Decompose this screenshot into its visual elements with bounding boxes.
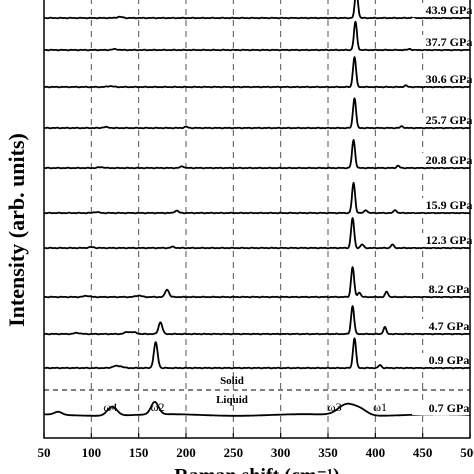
x-axis-label: Raman shift (cm⁻¹) — [174, 465, 339, 474]
spectrum-line — [43, 0, 471, 20]
series-label-bg — [412, 401, 470, 415]
mode-labels: ω4 ω2 ω3 ω1 — [103, 400, 387, 414]
y-axis-label: Intensity (arb. units) — [4, 133, 29, 327]
spectrum-line — [43, 139, 471, 170]
spectra-series — [43, 0, 471, 417]
spectrum-line — [43, 20, 471, 52]
spectrum-line — [43, 305, 471, 336]
spectrum-line — [43, 97, 471, 130]
series-label-bg — [412, 198, 470, 212]
series-label-bg — [412, 35, 470, 49]
series-label-bg — [412, 3, 470, 17]
series-label-bg — [412, 72, 470, 86]
x-axis-ticks: 50 100 150 200 250 300 350 400 450 500 — [38, 433, 474, 460]
series-label-bg — [412, 282, 470, 296]
series-labels: 0.7 GPa 0.9 GPa 4.7 GPa 8.2 GPa 12.3 GPa 15.9… — [412, 3, 472, 415]
mode-label: ω2 — [151, 400, 165, 414]
mode-label: ω3 — [328, 400, 342, 414]
series-label: 37.7 GPa — [426, 35, 473, 49]
liquid-phase-label: Liquid — [216, 394, 248, 406]
spectrum-line — [43, 217, 471, 250]
series-label: 43.9 GPa — [426, 3, 473, 17]
spectrum-line — [43, 181, 471, 215]
x-tick-label: 450 — [413, 445, 433, 460]
x-tick-label: 400 — [366, 445, 386, 460]
series-label: 0.9 GPa — [429, 353, 470, 367]
series-label: 0.7 GPa — [429, 401, 470, 415]
spectrum-line — [43, 266, 471, 299]
series-label: 30.6 GPa — [426, 72, 473, 86]
series-label: 4.7 GPa — [429, 319, 470, 333]
series-label-bg — [412, 233, 470, 247]
series-label: 25.7 GPa — [426, 113, 473, 127]
series-label-bg — [412, 153, 470, 167]
x-tick-label: 50 — [38, 445, 51, 460]
x-tick-label: 350 — [318, 445, 338, 460]
mode-label: ω1 — [373, 400, 387, 414]
series-label: 20.8 GPa — [426, 153, 473, 167]
series-label: 15.9 GPa — [426, 198, 473, 212]
series-label: 12.3 GPa — [426, 233, 473, 247]
series-label-bg — [412, 353, 470, 367]
mode-label: ω4 — [103, 400, 117, 414]
spectrum-line — [43, 401, 471, 417]
solid-phase-label: Solid — [220, 375, 244, 387]
x-tick-label: 200 — [176, 445, 196, 460]
x-tick-label: 100 — [82, 445, 102, 460]
series-label-bg — [412, 319, 470, 333]
series-label-bg — [412, 113, 470, 127]
x-tick-label: 500 — [460, 445, 474, 460]
plot-frame — [43, 0, 471, 439]
grid-lines — [90, 0, 424, 438]
x-tick-label: 150 — [129, 445, 149, 460]
series-label: 8.2 GPa — [429, 282, 470, 296]
spectrum-line — [43, 56, 471, 89]
x-tick-label: 300 — [271, 445, 291, 460]
x-tick-label: 250 — [224, 445, 244, 460]
spectrum-line — [43, 337, 471, 370]
